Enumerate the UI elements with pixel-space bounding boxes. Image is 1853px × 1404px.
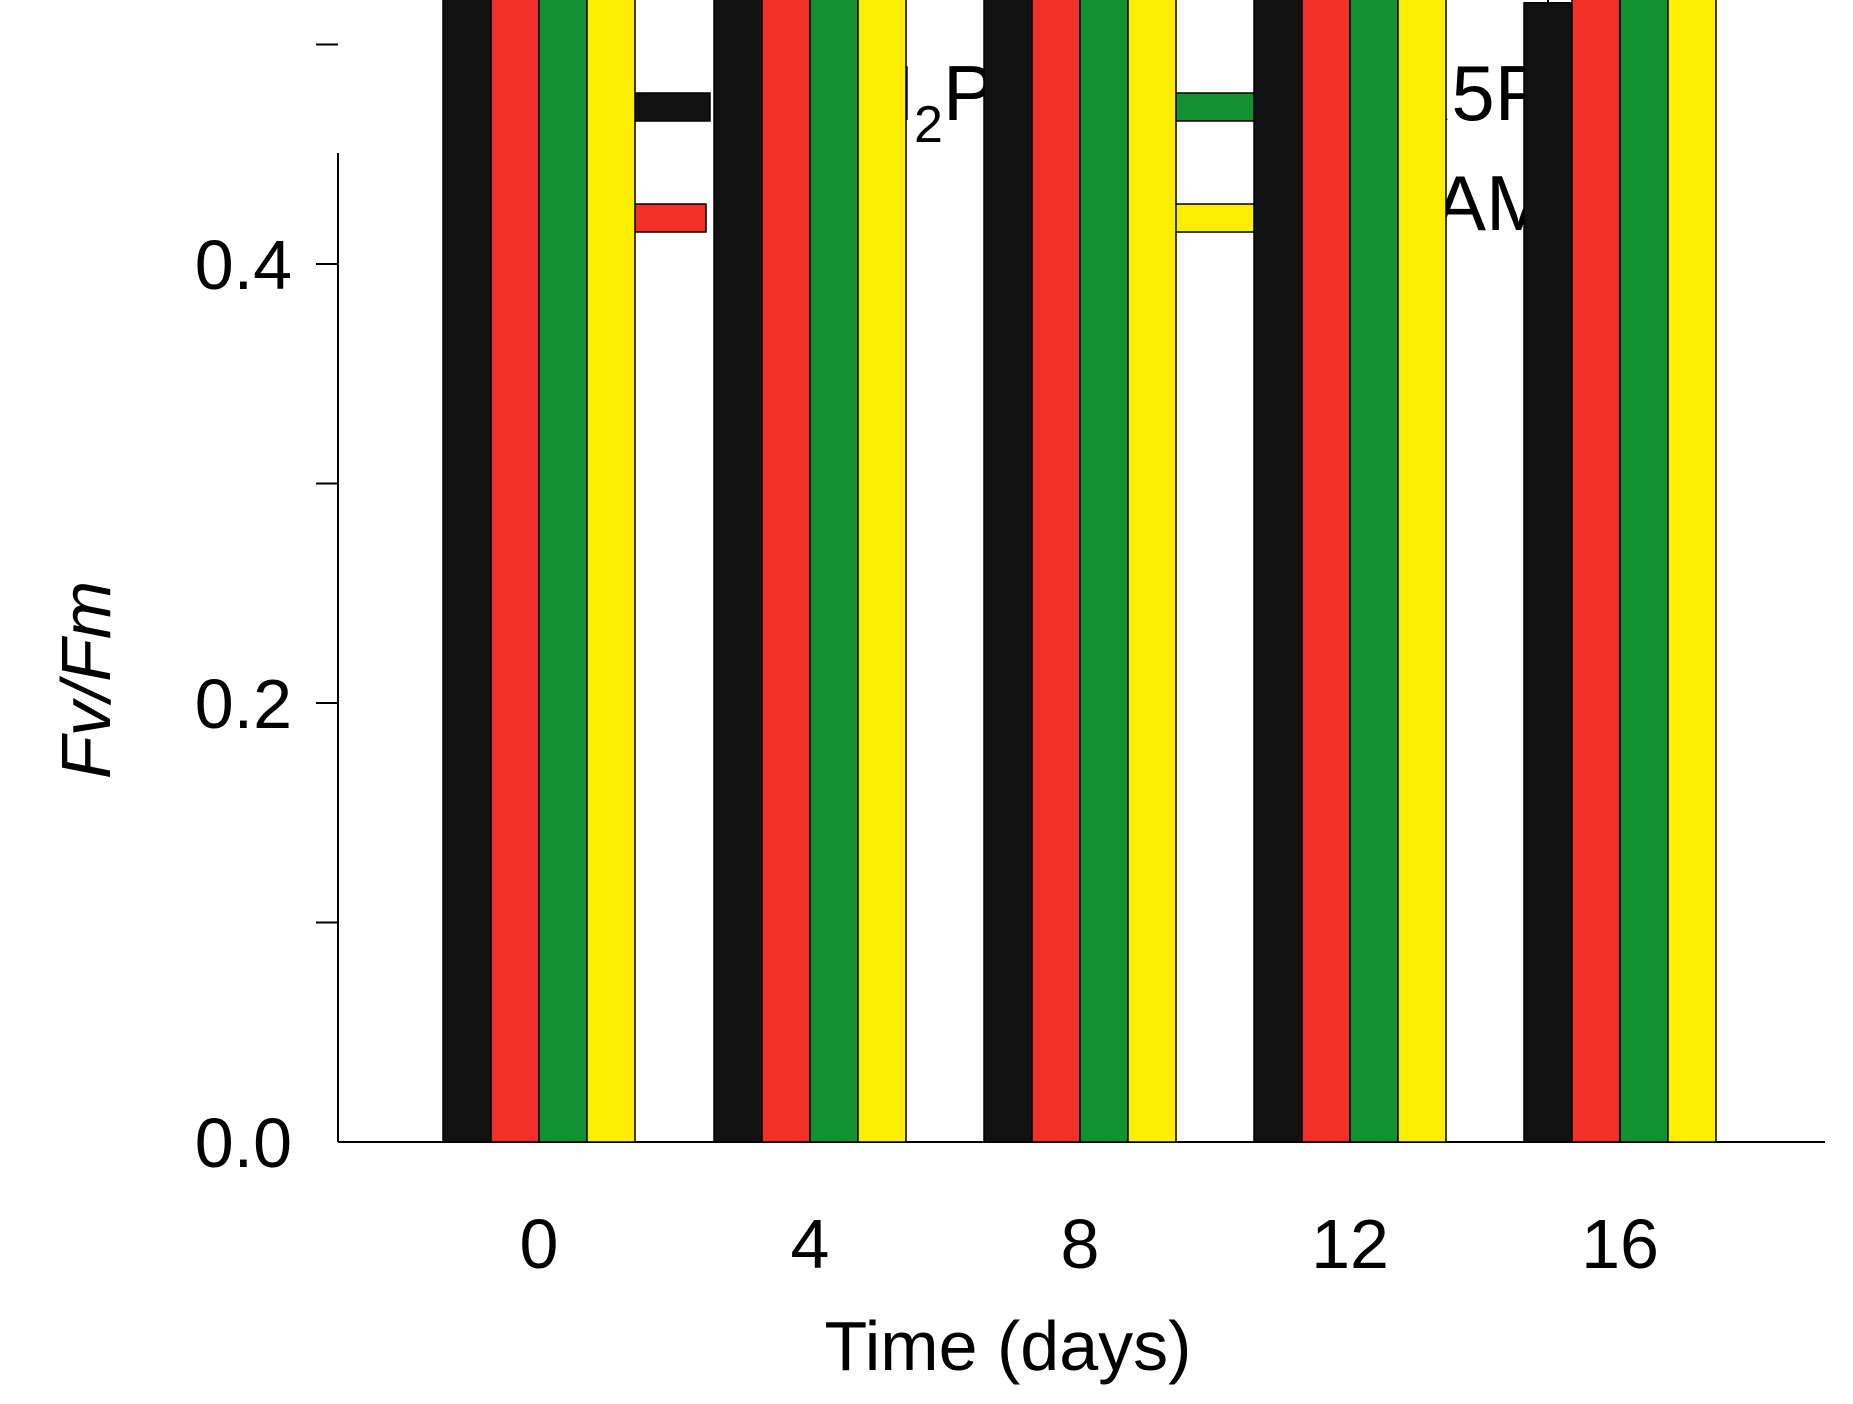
x-tick-label: 16 bbox=[1581, 1205, 1659, 1283]
bar-camp bbox=[586, 0, 636, 1143]
x-axis-title: Time (days) bbox=[825, 1307, 1192, 1385]
bar-atp bbox=[1301, 0, 1351, 1143]
axes: 0.00.20.40.60.80481216 bbox=[195, 43, 1825, 1283]
x-tick-label: 12 bbox=[1311, 1205, 1389, 1283]
bars bbox=[442, 0, 1717, 1143]
bar-nah2po4 bbox=[983, 0, 1033, 1143]
bar-nah2po4 bbox=[442, 0, 492, 1143]
bar-camp bbox=[1397, 0, 1447, 1143]
y-tick-label: 0.2 bbox=[195, 665, 292, 743]
bar-r5p bbox=[809, 0, 859, 1143]
bar-nah2po4 bbox=[713, 0, 763, 1143]
bar-nah2po4 bbox=[1523, 2, 1573, 1143]
y-axis-title: Fv/Fm bbox=[47, 581, 125, 779]
x-tick-label: 4 bbox=[791, 1205, 830, 1283]
y-tick-label: 0.4 bbox=[195, 226, 292, 304]
bar-r5p bbox=[1079, 0, 1129, 1143]
bar-atp bbox=[1571, 0, 1621, 1143]
y-tick-label: 0.0 bbox=[195, 1104, 292, 1182]
bar-atp bbox=[490, 0, 540, 1143]
bar-atp bbox=[1031, 0, 1081, 1143]
bar-r5p bbox=[1619, 0, 1669, 1143]
x-tick-label: 0 bbox=[520, 1205, 559, 1283]
x-tick-label: 8 bbox=[1061, 1205, 1100, 1283]
bar-r5p bbox=[538, 0, 588, 1143]
bar-atp bbox=[761, 0, 811, 1143]
bar-camp bbox=[1667, 0, 1717, 1143]
bar-camp bbox=[1127, 0, 1177, 1143]
bar-camp bbox=[857, 0, 907, 1143]
bar-nah2po4 bbox=[1253, 0, 1303, 1143]
bar-r5p bbox=[1349, 0, 1399, 1143]
